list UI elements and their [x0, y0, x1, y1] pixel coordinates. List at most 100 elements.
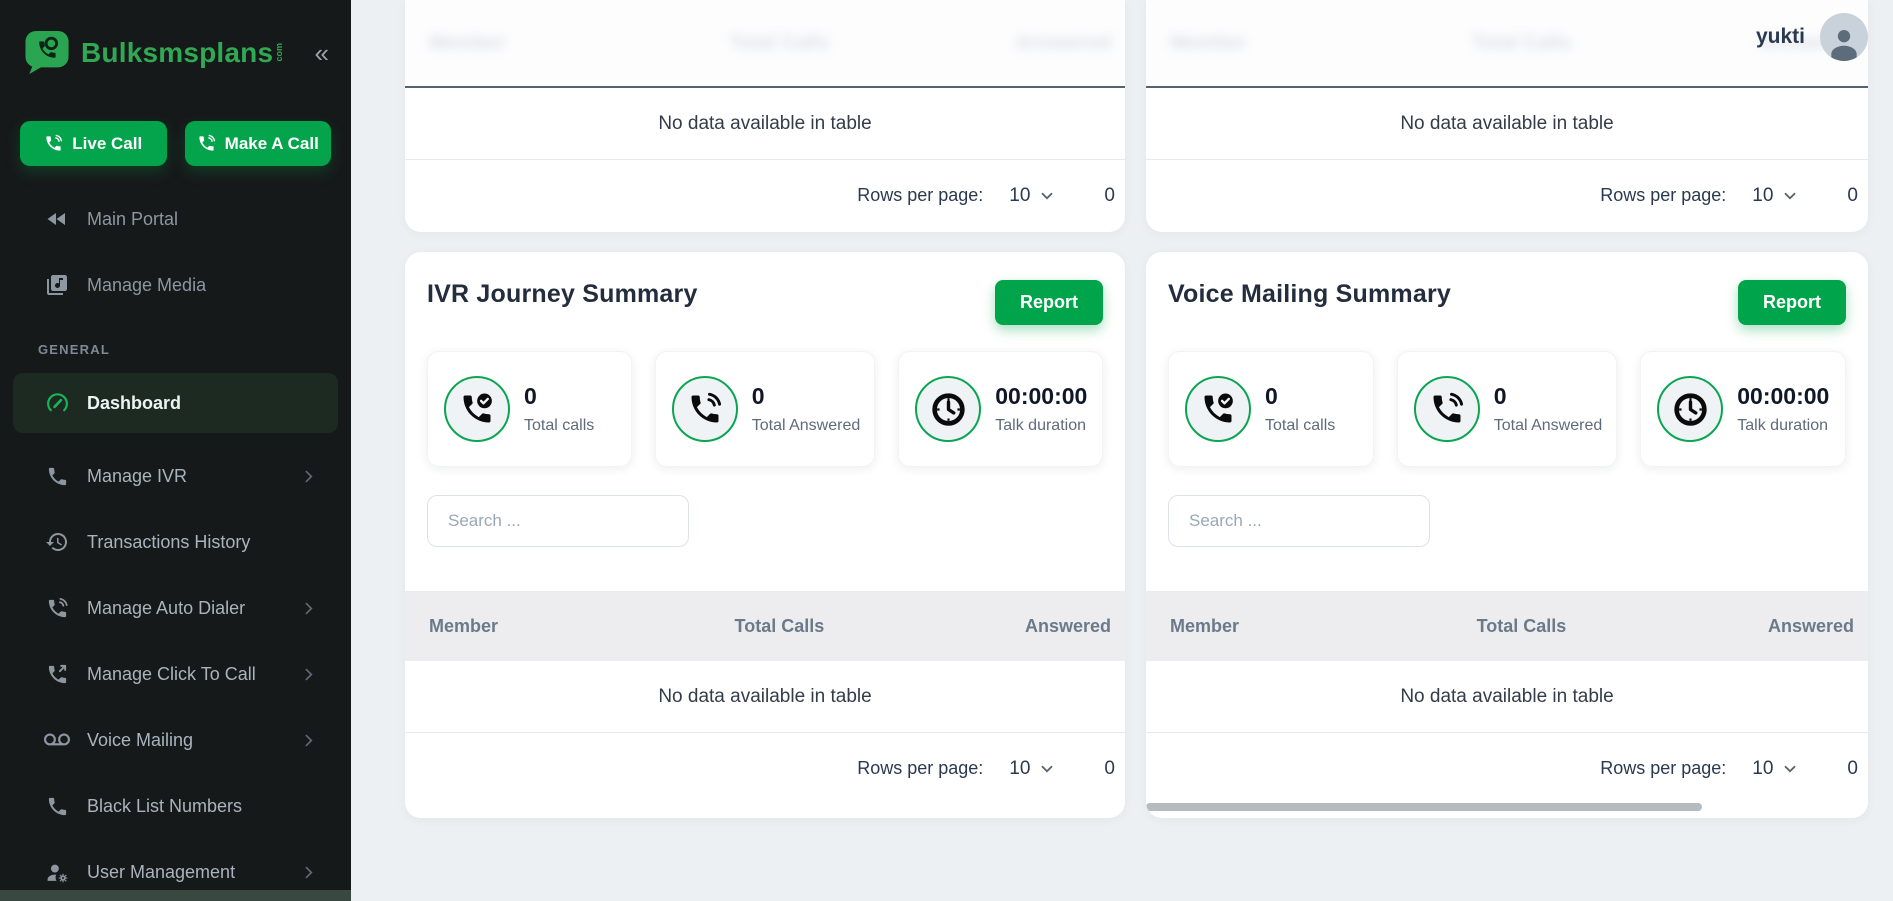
stat-total-answered: 0 Total Answered: [1396, 351, 1618, 467]
stat-talk-duration: 00:00:00 Talk duration: [898, 351, 1104, 467]
sidebar-item-label: Dashboard: [87, 392, 182, 413]
column-header-answered: Answered: [1024, 615, 1111, 636]
phone-volume-icon: [44, 134, 63, 153]
brand-tld: com: [274, 43, 285, 62]
sidebar-item-label: Transactions History: [87, 531, 251, 552]
stat-talk-duration: 00:00:00 Talk duration: [1640, 351, 1847, 467]
stat-value: 0: [1493, 383, 1507, 409]
column-header-member: Member: [1170, 31, 1247, 54]
phone-volume-icon: [44, 595, 70, 621]
pagination: Rows per page: 10 0: [405, 160, 1125, 231]
phone-check-icon: [1185, 376, 1251, 442]
partial-table-card-left: Member Total Calls Answered No data avai…: [405, 0, 1125, 232]
brand-name: Bulksmsplans: [81, 36, 274, 68]
empty-table-message: No data available in table: [405, 661, 1125, 733]
sidebar-item-dashboard[interactable]: Dashboard: [13, 373, 338, 433]
sidebar: Bulksmsplans com « Live Call: [0, 0, 351, 901]
sidebar-item-label: User Management: [87, 861, 236, 882]
stat-label: Talk duration: [1737, 417, 1828, 434]
media-library-icon: [44, 272, 70, 298]
brand[interactable]: Bulksmsplans com «: [0, 0, 351, 75]
sidebar-item-label: Manage Auto Dialer: [87, 597, 246, 618]
sidebar-item-label: Voice Mailing: [87, 729, 194, 750]
horizontal-scrollbar[interactable]: [1146, 803, 1702, 811]
row-count: 0: [1104, 184, 1115, 206]
avatar[interactable]: [1820, 13, 1868, 61]
stats-row: 0 Total calls 0 Total Answered: [405, 351, 1125, 467]
rows-per-page-select[interactable]: 10: [1009, 758, 1056, 780]
row-count: 0: [1104, 757, 1115, 779]
column-header-total-calls: Total Calls: [734, 615, 825, 636]
stat-label: Total calls: [524, 417, 595, 434]
clock-icon: [1657, 376, 1724, 442]
empty-table-message: No data available in table: [1146, 661, 1868, 733]
stat-label: Total Answered: [751, 417, 861, 434]
history-icon: [44, 529, 70, 555]
sidebar-item-label: Main Portal: [87, 208, 179, 229]
empty-table-message: No data available in table: [1146, 88, 1868, 160]
column-header-member: Member: [1170, 615, 1240, 636]
chevron-right-icon: [300, 666, 317, 683]
live-call-button[interactable]: Live Call: [20, 121, 167, 166]
partial-table-card-right: Member Total Calls Answered No data avai…: [1146, 0, 1868, 232]
phone-volume-icon: [1413, 376, 1480, 442]
stat-total-calls: 0 Total calls: [1168, 351, 1374, 467]
stat-value: 00:00:00: [995, 383, 1088, 409]
stat-label: Talk duration: [995, 417, 1086, 434]
ivr-journey-summary-card: IVR Journey Summary Report 0 Total calls: [405, 252, 1125, 818]
pagination: Rows per page: 10 0: [405, 733, 1125, 804]
brand-logo-icon: [24, 30, 71, 75]
sidebar-item-label: Manage IVR: [87, 465, 188, 486]
stat-value: 00:00:00: [1737, 383, 1830, 409]
column-header-answered: Answered: [1015, 31, 1111, 54]
table-header-faded: Member Total Calls Answered: [405, 0, 1125, 88]
main-content: yukti Member Total Calls Answered No dat…: [351, 0, 1893, 901]
stats-row: 0 Total calls 0 Total Answered: [1146, 351, 1868, 467]
stat-value: 0: [524, 383, 537, 409]
stat-value: 0: [1265, 383, 1278, 409]
sidebar-collapse-icon[interactable]: «: [314, 37, 329, 68]
search-input[interactable]: [1168, 495, 1430, 547]
chevron-down-icon: [1042, 192, 1053, 200]
chevron-down-icon: [1785, 192, 1796, 200]
person-icon: [1831, 29, 1857, 61]
card-title: Voice Mailing Summary: [1168, 280, 1451, 308]
rows-per-page-label: Rows per page:: [1600, 758, 1727, 778]
row-count: 0: [1847, 184, 1858, 206]
make-a-call-button[interactable]: Make A Call: [184, 121, 331, 166]
sidebar-item-manage-auto-dialer[interactable]: Manage Auto Dialer: [0, 585, 351, 631]
stat-total-answered: 0 Total Answered: [654, 351, 876, 467]
rows-per-page-select[interactable]: 10: [1752, 758, 1799, 780]
rows-per-page-value: 10: [1009, 757, 1031, 779]
column-header-total-calls: Total Calls: [1476, 615, 1567, 636]
stat-label: Total Answered: [1493, 417, 1603, 434]
column-header-total-calls: Total Calls: [729, 31, 830, 54]
sidebar-item-voice-mailing[interactable]: Voice Mailing: [0, 717, 351, 763]
report-button[interactable]: Report: [1738, 280, 1846, 325]
sidebar-item-manage-media[interactable]: Manage Media: [0, 262, 351, 308]
row-count: 0: [1847, 757, 1858, 779]
user-menu[interactable]: yukti: [1756, 13, 1868, 61]
stat-total-calls: 0 Total calls: [427, 351, 632, 467]
column-header-total-calls: Total Calls: [1471, 31, 1572, 54]
sidebar-nav: Main Portal Manage Media GENERAL Dashboa…: [0, 196, 351, 895]
sidebar-item-transactions-history[interactable]: Transactions History: [0, 519, 351, 565]
dashboard-gauge-icon: [44, 390, 70, 416]
sidebar-item-main-portal[interactable]: Main Portal: [0, 196, 351, 242]
report-button[interactable]: Report: [995, 280, 1103, 325]
rows-per-page-select[interactable]: 10: [1009, 185, 1056, 207]
sidebar-item-black-list-numbers[interactable]: Black List Numbers: [0, 783, 351, 829]
rows-per-page-label: Rows per page:: [857, 185, 984, 205]
sidebar-item-manage-click-to-call[interactable]: Manage Click To Call: [0, 651, 351, 697]
rows-per-page-value: 10: [1752, 184, 1774, 206]
phone-icon: [44, 463, 70, 489]
column-header-answered: Answered: [1767, 615, 1854, 636]
sidebar-scrollbar[interactable]: [0, 890, 351, 901]
chevron-right-icon: [300, 732, 317, 749]
sidebar-item-user-management[interactable]: User Management: [0, 849, 351, 895]
phone-outgoing-icon: [44, 661, 70, 687]
rows-per-page-select[interactable]: 10: [1752, 185, 1799, 207]
sidebar-item-manage-ivr[interactable]: Manage IVR: [0, 453, 351, 499]
phone-check-icon: [444, 376, 510, 442]
search-input[interactable]: [427, 495, 689, 547]
